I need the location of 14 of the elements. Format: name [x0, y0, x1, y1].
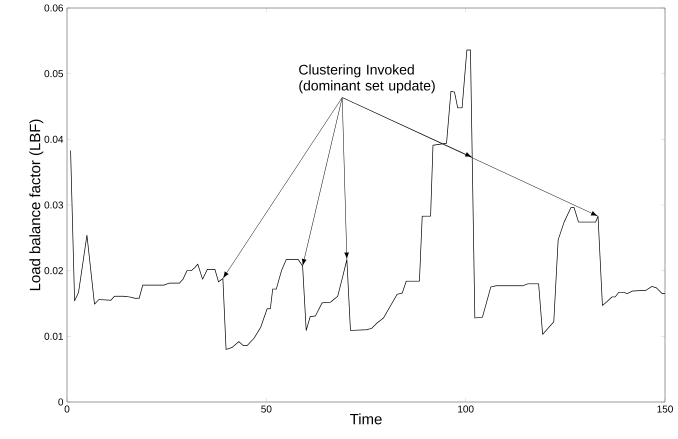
x-tick-label: 150	[657, 406, 673, 413]
y-tick-label: 0.06	[44, 4, 64, 12]
y-tick-label: 0.02	[44, 267, 63, 274]
x-tick-label: 100	[458, 406, 474, 413]
y-tick-label: 0.04	[44, 136, 64, 143]
y-tick-label: 0.05	[44, 70, 64, 78]
y-axis-title: Load balance factor (LBF)	[29, 120, 44, 290]
annotation: Clustering Invoked (dominant set update)	[299, 64, 435, 94]
x-tick-label: 0	[64, 406, 70, 413]
x-axis-title: Time	[350, 413, 382, 424]
y-tick-label: 0.01	[44, 332, 63, 340]
y-tick-label: 0	[58, 398, 64, 406]
y-tick-label: 0.03	[44, 201, 64, 209]
x-tick-label: 50	[261, 406, 272, 413]
